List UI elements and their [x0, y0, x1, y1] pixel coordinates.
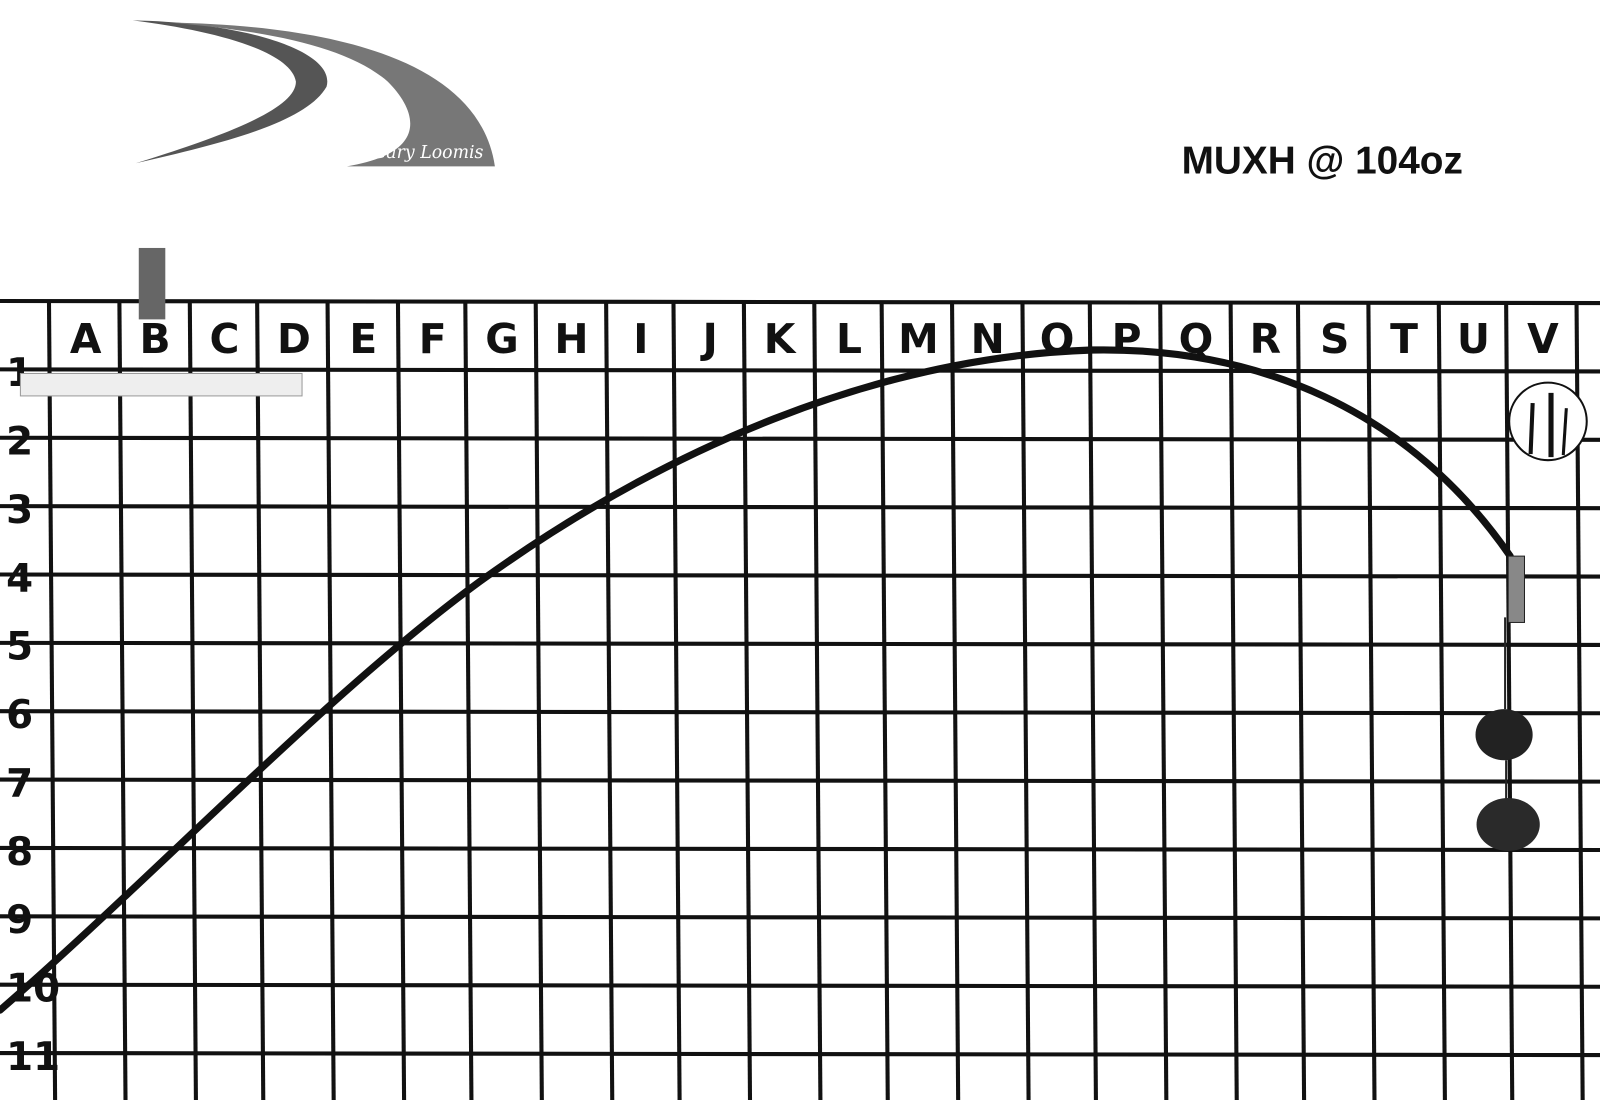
- grid-line: [0, 298, 1600, 306]
- grid-line: [533, 301, 544, 1100]
- grid-line: [255, 301, 266, 1100]
- column-label: E: [349, 315, 377, 363]
- ruler: [19, 372, 303, 397]
- row-label: 5: [6, 625, 33, 670]
- grid-line: [463, 301, 474, 1100]
- column-label: M: [898, 315, 939, 363]
- column-label: S: [1320, 315, 1349, 363]
- row-label: 8: [6, 830, 33, 875]
- grid-line: [879, 301, 890, 1100]
- column-label: T: [1390, 315, 1418, 363]
- column-label: H: [554, 315, 588, 363]
- grid-line: [1228, 301, 1239, 1100]
- grid-line: [0, 640, 1600, 647]
- signature: Gary Loomis: [372, 143, 483, 163]
- gauge-strip: [19, 247, 303, 397]
- grid-line: [812, 301, 823, 1100]
- grid-line: [395, 301, 407, 1100]
- grid-line: [0, 845, 1600, 853]
- grid-line: [0, 914, 1600, 921]
- grid-line: [0, 504, 1600, 511]
- weight: [1476, 797, 1540, 852]
- grid-line: [671, 301, 682, 1100]
- icon-circle: [1508, 381, 1588, 462]
- column-label: J: [700, 315, 718, 363]
- row-label: 3: [6, 488, 33, 533]
- column-label: L: [836, 315, 862, 363]
- row-label: 6: [6, 693, 33, 738]
- grid-line: [1087, 301, 1098, 1100]
- title: MUXH @ 104oz: [1182, 139, 1463, 182]
- column-label: F: [419, 315, 447, 363]
- column-label: U: [1457, 315, 1490, 363]
- column-label: C: [210, 315, 240, 363]
- grid-line: [604, 301, 615, 1100]
- column-label: R: [1250, 315, 1281, 363]
- logo-swoosh: [132, 20, 328, 164]
- column-label: G: [485, 315, 519, 363]
- weight: [1475, 709, 1533, 761]
- grid-line: [0, 367, 1600, 374]
- grid-line: [0, 572, 1600, 579]
- row-label: 7: [6, 761, 33, 806]
- grid: [0, 298, 1600, 1100]
- row-label: 11: [6, 1035, 60, 1080]
- column-label: P: [1112, 315, 1142, 363]
- grid-line: [1436, 301, 1447, 1100]
- icon-guide: [1528, 402, 1535, 455]
- grid-line: [1366, 301, 1377, 1100]
- clip: [138, 247, 166, 320]
- grid-line: [46, 301, 58, 1100]
- row-label: 9: [6, 898, 33, 943]
- row-label: 2: [6, 420, 33, 465]
- grid-line: [0, 1051, 1600, 1058]
- logo: Gary Loomis: [132, 20, 495, 167]
- grid-line: [1158, 301, 1169, 1100]
- column-label: I: [633, 315, 648, 363]
- grid-line: [1020, 301, 1031, 1100]
- column-label: D: [277, 315, 311, 363]
- column-label: A: [70, 315, 102, 363]
- rod: [0, 346, 1514, 1014]
- row-label: 4: [6, 556, 33, 601]
- column-label: B: [140, 315, 171, 363]
- grid-line: [1295, 301, 1307, 1100]
- grid-line: [0, 777, 1600, 784]
- row-label: 10: [6, 967, 60, 1012]
- grid-line: [0, 709, 1600, 716]
- grid-line: [187, 301, 198, 1100]
- grid-line: [0, 982, 1600, 989]
- grid-line: [950, 301, 961, 1100]
- column-label: K: [764, 315, 797, 363]
- grid-line: [117, 301, 128, 1100]
- guide-icon: [1508, 381, 1588, 462]
- grid-line: [0, 435, 1600, 442]
- grid-line: [1504, 301, 1515, 1100]
- icon-guide: [1561, 408, 1568, 456]
- column-label: V: [1527, 315, 1559, 363]
- weights: [1475, 555, 1540, 852]
- clip: [1507, 555, 1525, 623]
- logo-swoosh: [168, 22, 495, 167]
